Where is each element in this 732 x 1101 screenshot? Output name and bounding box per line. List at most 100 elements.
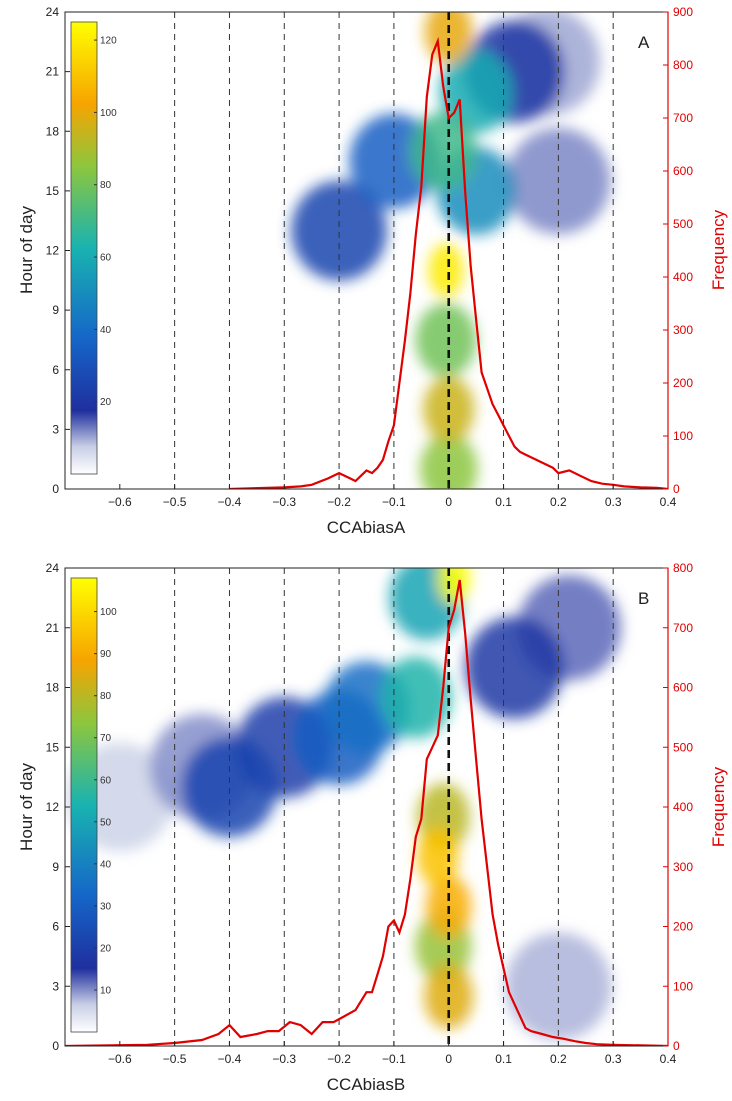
colorbar-tick-label: 20: [100, 397, 112, 408]
x-axis: −0.6 −0.5 −0.4 −0.3 −0.2 −0.1 0 0.1 0.2 0.3 0.4: [108, 484, 677, 509]
y-tick-label: 21: [46, 621, 60, 635]
y2-tick-label: 900: [673, 5, 693, 19]
y2-tick-label: 400: [673, 270, 693, 284]
density-blob: [415, 303, 477, 377]
x-tick-label: 0.3: [605, 1052, 622, 1066]
x-tick-label: −0.1: [382, 1052, 406, 1066]
colorbar-tick-label: 10: [100, 985, 112, 996]
y2-tick-label: 700: [673, 111, 693, 125]
density-blob: [424, 12, 473, 64]
colorbar: 20 40 60 80 100 120: [70, 21, 117, 475]
frequency-line: [229, 36, 668, 489]
density-blob: [291, 180, 388, 281]
y2-tick-label: 200: [673, 376, 693, 390]
density-heatmap: [66, 568, 621, 1041]
x-tick-label: 0.2: [550, 495, 567, 509]
y2-tick-label: 200: [673, 920, 693, 934]
colorbar-tick-label: 30: [100, 901, 112, 912]
x-tick-label: −0.5: [163, 495, 187, 509]
x-tick-label: −0.3: [272, 1052, 296, 1066]
y2-tick-label: 800: [673, 58, 693, 72]
x-tick-label: −0.6: [108, 495, 132, 509]
x-tick-label: 0.1: [495, 495, 512, 509]
y-tick-label: 3: [52, 422, 59, 436]
colorbar-tick-label: 100: [100, 108, 117, 119]
y2-tick-label: 300: [673, 860, 693, 874]
y2-tick-label: 700: [673, 621, 693, 635]
y2-tick-label: 100: [673, 979, 693, 993]
colorbar-fill: [70, 21, 98, 475]
x-tick-label: 0.4: [660, 495, 677, 509]
y-axis: 0 3 6 9 12 15 18 21 24: [46, 561, 70, 1053]
x-axis: −0.6 −0.5 −0.4 −0.3 −0.2 −0.1 0 0.1 0.2 0.3 0.4: [108, 1041, 677, 1066]
x-tick-label: −0.3: [272, 495, 296, 509]
colorbar-tick-label: 70: [100, 733, 112, 744]
y-tick-label: 15: [46, 184, 60, 198]
y-tick-label: 0: [52, 1039, 59, 1053]
colorbar-tick-label: 120: [100, 36, 117, 47]
colorbar-tick-label: 80: [100, 691, 112, 702]
density-heatmap: [291, 12, 611, 489]
colorbar-tick-label: 80: [100, 180, 112, 191]
y2-tick-label: 400: [673, 800, 693, 814]
y-tick-label: 18: [46, 681, 60, 695]
y-axis-label: Hour of day: [17, 763, 36, 851]
y-tick-label: 3: [52, 979, 59, 993]
x-tick-label: 0: [445, 495, 452, 509]
y-tick-label: 0: [52, 482, 59, 496]
panel-a: −0.6 −0.5 −0.4 −0.3 −0.2 −0.1 0 0.1 0.2 0.3 0.4 0 3…: [17, 5, 728, 537]
y-tick-label: 9: [52, 303, 59, 317]
y2-axis: 0 100 200 300 400 500 600 700 800: [663, 561, 693, 1053]
panel-label: A: [638, 33, 650, 52]
density-blob: [465, 616, 564, 719]
y2-tick-label: 0: [673, 482, 680, 496]
y2-tick-label: 800: [673, 561, 693, 575]
x-tick-label: −0.1: [382, 495, 406, 509]
x-tick-label: 0.4: [660, 1052, 677, 1066]
y-tick-label: 12: [46, 244, 60, 258]
colorbar-tick-label: 20: [100, 943, 112, 954]
y-tick-label: 9: [52, 860, 59, 874]
x-tick-label: −0.4: [218, 1052, 242, 1066]
x-tick-label: −0.2: [327, 1052, 351, 1066]
y-tick-label: 15: [46, 740, 60, 754]
colorbar-tick-label: 60: [100, 253, 112, 264]
density-blob: [424, 963, 474, 1029]
density-blob: [181, 737, 278, 837]
y-tick-label: 24: [46, 561, 60, 575]
x-tick-label: −0.4: [218, 495, 242, 509]
y2-axis-label: Frequency: [709, 209, 728, 290]
x-tick-label: −0.6: [108, 1052, 132, 1066]
y-tick-label: 6: [52, 920, 59, 934]
colorbar: 10 20 30 40 50 60 70 80 90 100: [70, 577, 117, 1033]
x-axis-label: CCAbiasA: [327, 518, 406, 537]
x-tick-label: −0.2: [327, 495, 351, 509]
colorbar-tick-label: 40: [100, 325, 112, 336]
x-tick-label: −0.5: [163, 1052, 187, 1066]
density-blob: [428, 243, 464, 298]
y-axis: 0 3 6 9 12 15 18 21 24: [46, 5, 70, 496]
y2-tick-label: 100: [673, 429, 693, 443]
x-tick-label: 0.2: [550, 1052, 567, 1066]
colorbar-fill: [70, 577, 98, 1033]
x-tick-label: 0.1: [495, 1052, 512, 1066]
y2-axis-label: Frequency: [709, 766, 728, 847]
x-tick-label: 0: [445, 1052, 452, 1066]
density-blob: [380, 656, 452, 739]
colorbar-tick-label: 40: [100, 859, 112, 870]
panel-label: B: [638, 589, 649, 608]
y-tick-label: 12: [46, 800, 60, 814]
y-axis-label: Hour of day: [17, 206, 36, 294]
y2-axis: 0 100 200 300 400 500 600 700 800 900: [663, 5, 693, 496]
grid-lines: [174, 12, 614, 489]
density-blob: [439, 49, 513, 134]
density-blob: [438, 568, 471, 604]
density-blob: [409, 111, 477, 191]
y2-tick-label: 500: [673, 217, 693, 231]
y2-tick-label: 0: [673, 1039, 680, 1053]
y-tick-label: 18: [46, 124, 60, 138]
y2-tick-label: 300: [673, 323, 693, 337]
x-axis-label: CCAbiasB: [327, 1075, 405, 1094]
colorbar-tick-label: 50: [100, 817, 112, 828]
